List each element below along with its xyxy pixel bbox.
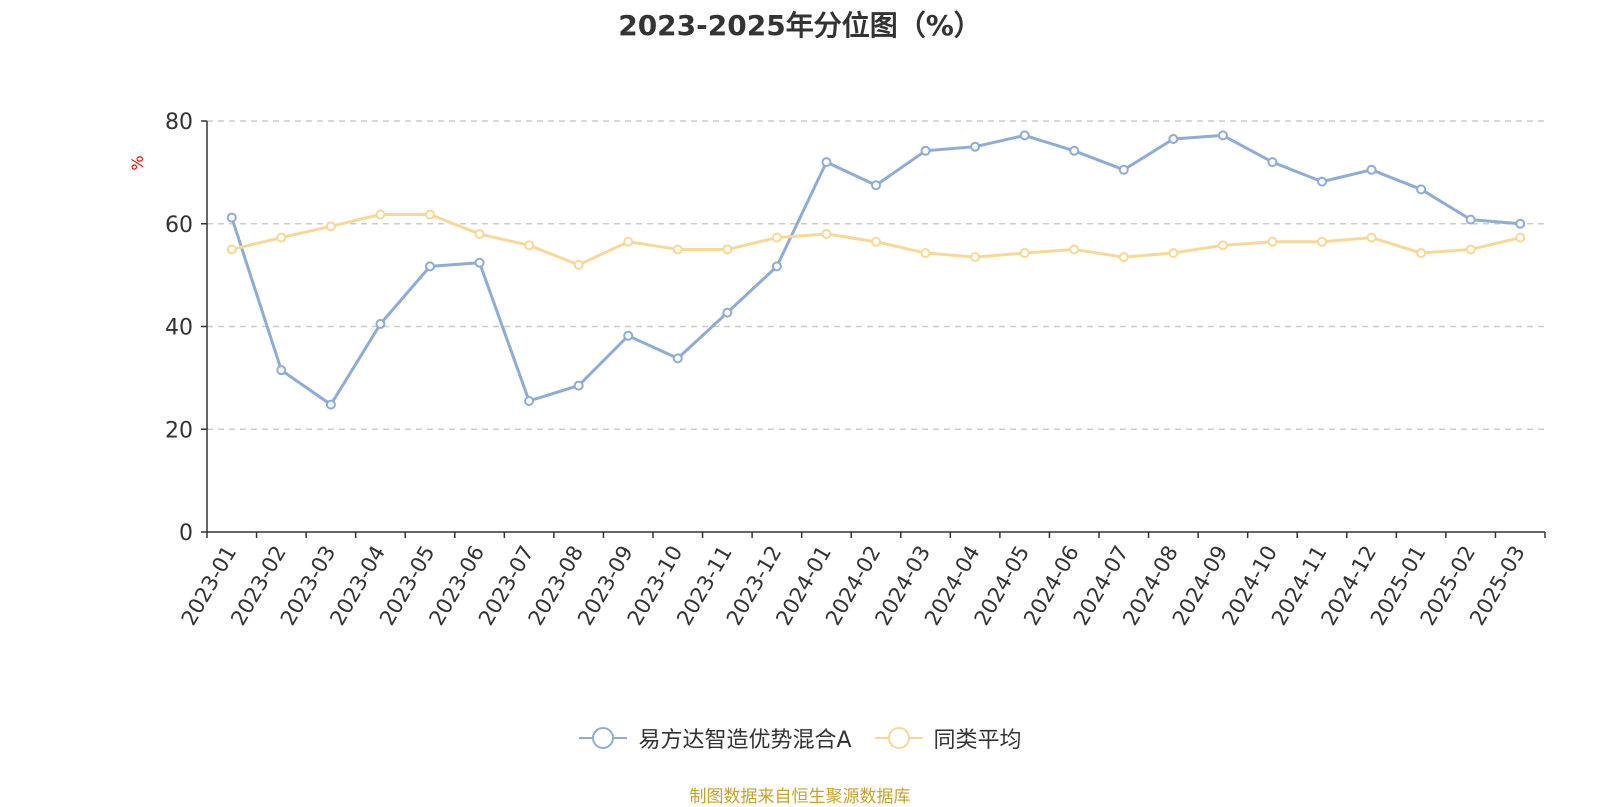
data-point bbox=[1515, 232, 1526, 243]
data-point bbox=[771, 261, 782, 272]
data-point bbox=[920, 248, 931, 259]
series-line bbox=[230, 133, 1521, 407]
data-point bbox=[771, 232, 782, 243]
data-source-note: 制图数据来自恒生聚源数据库 bbox=[689, 787, 911, 807]
data-point bbox=[821, 157, 832, 168]
legend-line-circle-icon bbox=[874, 727, 923, 749]
data-point bbox=[623, 236, 634, 247]
axes: 020406080%2023-012023-022023-032023-0420… bbox=[128, 110, 1546, 629]
data-point bbox=[1168, 248, 1179, 259]
series-1 bbox=[226, 209, 1526, 270]
legend: 易方达智造优势混合A 同类平均 bbox=[0, 722, 1600, 754]
data-point bbox=[1118, 164, 1129, 175]
data-point bbox=[821, 229, 832, 240]
data-point bbox=[524, 395, 535, 406]
data-point bbox=[573, 380, 584, 391]
data-point bbox=[1019, 130, 1030, 141]
legend-label-fund: 易方达智造优势混合A bbox=[638, 728, 852, 753]
data-point bbox=[1317, 176, 1327, 187]
data-point bbox=[474, 229, 485, 240]
data-point bbox=[1416, 184, 1427, 195]
data-point bbox=[1069, 244, 1080, 255]
data-point bbox=[375, 318, 386, 329]
data-point bbox=[524, 240, 535, 251]
data-point bbox=[871, 236, 881, 247]
data-point bbox=[474, 257, 485, 268]
data-point bbox=[672, 353, 683, 364]
data-point bbox=[325, 221, 336, 232]
data-point bbox=[623, 330, 634, 341]
y-tick-label: 60 bbox=[165, 213, 193, 238]
data-point bbox=[276, 232, 287, 243]
data-point bbox=[1465, 244, 1476, 255]
legend-item-category-average[interactable]: 同类平均 bbox=[874, 722, 1022, 754]
legend-item-fund[interactable]: 易方达智造优势混合A bbox=[578, 722, 852, 754]
data-point bbox=[1118, 252, 1129, 263]
data-point bbox=[672, 244, 683, 255]
data-point bbox=[1217, 240, 1228, 251]
data-point bbox=[1168, 133, 1179, 144]
y-tick-label: 0 bbox=[179, 521, 193, 546]
data-point bbox=[1366, 164, 1377, 175]
data-point bbox=[1317, 236, 1327, 247]
data-point bbox=[226, 212, 237, 223]
data-point bbox=[1019, 248, 1030, 259]
y-tick-label: 80 bbox=[165, 110, 193, 135]
data-point bbox=[325, 399, 336, 410]
data-point bbox=[1069, 145, 1080, 156]
legend-line-circle-icon bbox=[579, 727, 628, 749]
data-point bbox=[1416, 248, 1427, 259]
chart-title: 2023-2025年分位图（%） bbox=[618, 9, 982, 42]
y-axis-label: % bbox=[128, 155, 147, 170]
data-point bbox=[970, 141, 981, 152]
series-lines bbox=[226, 130, 1526, 410]
data-point bbox=[722, 307, 733, 318]
data-point bbox=[1217, 130, 1228, 141]
data-point bbox=[871, 180, 881, 191]
data-point bbox=[1465, 214, 1476, 225]
data-point bbox=[425, 209, 435, 220]
data-point bbox=[425, 261, 435, 272]
y-tick-label: 20 bbox=[165, 418, 193, 443]
data-point bbox=[1366, 232, 1377, 243]
series-0 bbox=[226, 130, 1526, 410]
data-point bbox=[226, 244, 237, 255]
y-tick-label: 40 bbox=[165, 316, 193, 341]
data-point bbox=[573, 259, 584, 270]
data-point bbox=[722, 244, 733, 255]
data-point bbox=[920, 145, 931, 156]
data-point bbox=[1267, 236, 1278, 247]
legend-label-category-average: 同类平均 bbox=[933, 728, 1022, 753]
grid-lines bbox=[207, 120, 1545, 430]
data-point bbox=[375, 209, 386, 220]
data-point bbox=[276, 365, 287, 376]
data-point bbox=[1515, 218, 1526, 229]
data-point bbox=[970, 252, 981, 263]
data-point bbox=[1267, 157, 1278, 168]
